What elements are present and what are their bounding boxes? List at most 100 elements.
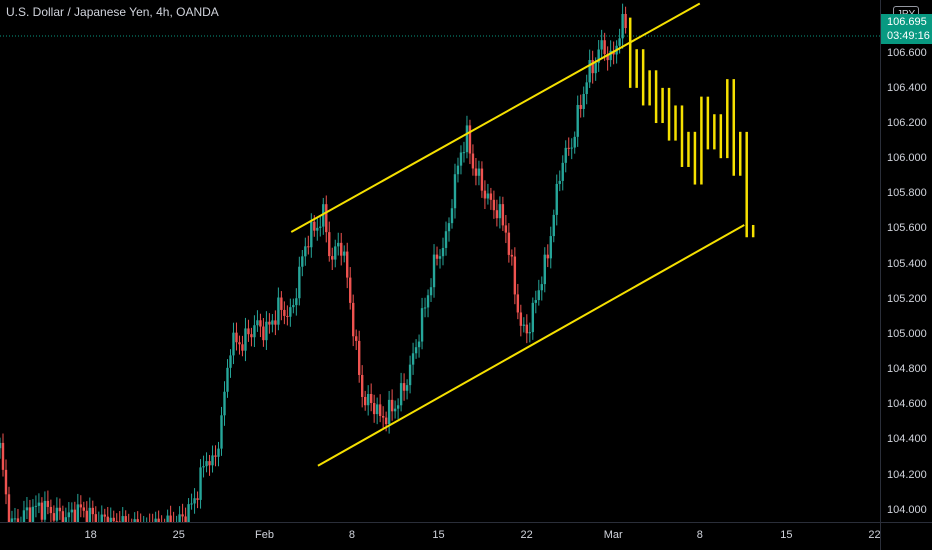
candle-body bbox=[223, 391, 226, 416]
time-tick-label: 25 bbox=[172, 529, 185, 541]
candle-body bbox=[573, 136, 576, 148]
candle-body bbox=[355, 336, 358, 341]
candle-body bbox=[528, 332, 532, 334]
candle-body bbox=[250, 334, 253, 338]
candle-body bbox=[471, 153, 475, 169]
candle-body bbox=[70, 509, 74, 513]
candle-body bbox=[399, 383, 403, 406]
candle-body bbox=[1, 442, 5, 470]
candle-body bbox=[525, 324, 529, 334]
candle-body bbox=[343, 251, 346, 256]
candle-body bbox=[402, 383, 406, 391]
candlestick-chart[interactable] bbox=[0, 0, 880, 550]
candle-body bbox=[375, 404, 379, 415]
candle-body bbox=[187, 504, 190, 529]
candle-body bbox=[489, 193, 493, 200]
candle-body bbox=[190, 503, 193, 505]
candle-body bbox=[88, 507, 91, 525]
candle-body bbox=[346, 251, 349, 278]
time-tick-label: 15 bbox=[432, 529, 445, 541]
candle-body bbox=[298, 266, 301, 299]
candle-body bbox=[396, 405, 400, 409]
candle-body bbox=[486, 193, 490, 199]
candle-body bbox=[265, 321, 268, 341]
candle-body bbox=[193, 498, 196, 504]
price-tick-label: 104.000 bbox=[887, 503, 927, 516]
candle-body bbox=[414, 347, 418, 354]
channel-lower-line bbox=[317, 224, 745, 467]
price-axis[interactable]: 104.000 104.200 104.400 104.600 104.800 105.0… bbox=[880, 0, 932, 522]
candle-body bbox=[0, 442, 2, 449]
candle-body bbox=[262, 326, 265, 341]
candle-body bbox=[289, 307, 292, 317]
channel-upper-line bbox=[290, 2, 701, 233]
candle-body bbox=[381, 415, 385, 418]
candle-body bbox=[136, 519, 139, 525]
candle-body bbox=[444, 231, 448, 248]
candle-body bbox=[115, 521, 118, 523]
time-axis[interactable]: 18 25 Feb 8 15 22 Mar 8 15 22 bbox=[0, 522, 881, 550]
candle-body bbox=[274, 320, 277, 325]
chart-area[interactable]: U.S. Dollar / Japanese Yen, 4h, OANDA bbox=[0, 0, 880, 550]
candle-body bbox=[253, 325, 256, 338]
candle-body bbox=[259, 320, 262, 327]
candle-body bbox=[378, 404, 382, 416]
candle-body bbox=[73, 509, 77, 526]
candle-body bbox=[28, 507, 32, 524]
candle-body bbox=[268, 321, 271, 325]
candle-body bbox=[349, 277, 352, 303]
candle-body bbox=[546, 254, 549, 259]
candle-body bbox=[585, 82, 588, 95]
candle-body bbox=[319, 226, 322, 228]
candle-body bbox=[564, 147, 567, 163]
candle-body bbox=[22, 510, 26, 523]
time-tick-label: 22 bbox=[868, 529, 881, 541]
price-tick-label: 104.800 bbox=[887, 363, 927, 376]
candle-body bbox=[13, 518, 17, 520]
candle-body bbox=[453, 174, 457, 209]
candle-body bbox=[540, 284, 543, 291]
candle-body bbox=[411, 353, 415, 365]
candle-body bbox=[241, 344, 244, 351]
candle-body bbox=[465, 125, 469, 153]
candle-body bbox=[229, 355, 232, 368]
candle-body bbox=[609, 50, 612, 61]
candle-body bbox=[40, 502, 44, 520]
candle-body bbox=[447, 223, 451, 232]
candle-body bbox=[621, 14, 624, 39]
chart-title: U.S. Dollar / Japanese Yen, 4h, OANDA bbox=[6, 5, 219, 19]
candle-body bbox=[369, 393, 373, 403]
candle-body bbox=[181, 514, 184, 517]
candle-body bbox=[7, 494, 11, 533]
candle-body bbox=[244, 328, 247, 351]
time-tick-label: Mar bbox=[603, 529, 623, 541]
candle-body bbox=[103, 514, 106, 517]
time-tick-label: 22 bbox=[520, 529, 533, 541]
candle-body bbox=[67, 512, 71, 518]
bar-countdown: 03:49:16 bbox=[887, 30, 930, 42]
price-tick-label: 105.600 bbox=[887, 222, 927, 235]
candle-body bbox=[576, 105, 579, 137]
candle-body bbox=[307, 246, 310, 248]
candle-body bbox=[94, 514, 97, 525]
candle-body bbox=[588, 60, 591, 83]
candle-body bbox=[304, 246, 307, 257]
price-tick-label: 105.000 bbox=[887, 327, 927, 340]
candle-body bbox=[61, 511, 65, 527]
candle-body bbox=[594, 62, 597, 74]
candle-body bbox=[322, 204, 325, 227]
candle-body bbox=[555, 183, 558, 215]
candle-body bbox=[552, 214, 555, 237]
candle-body bbox=[226, 367, 229, 392]
candle-body bbox=[34, 505, 38, 507]
price-tick-label: 104.200 bbox=[887, 468, 927, 481]
candle-body bbox=[64, 517, 68, 527]
candle-body bbox=[495, 210, 499, 219]
candle-body bbox=[423, 307, 427, 309]
candle-body bbox=[513, 256, 517, 295]
price-tick-label: 104.400 bbox=[887, 433, 927, 446]
candle-body bbox=[310, 221, 313, 248]
price-tick-label: 104.600 bbox=[887, 398, 927, 411]
candle-body bbox=[417, 341, 421, 348]
candle-body bbox=[549, 236, 552, 259]
